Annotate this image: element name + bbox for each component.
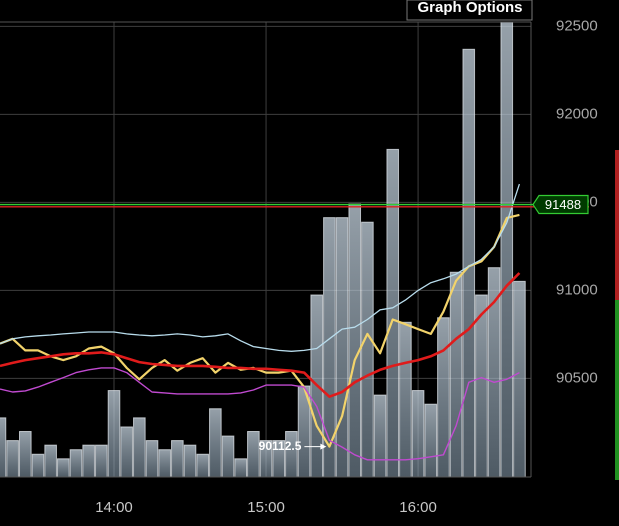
- volume-bar: [424, 403, 438, 477]
- price-line: [0, 272, 521, 398]
- volume-bar: [209, 408, 222, 477]
- volume-bar: [82, 444, 95, 477]
- volume-bar: [487, 267, 501, 477]
- side-strip: [615, 150, 619, 300]
- price-line: [0, 213, 520, 448]
- graph-options-label[interactable]: Graph Options: [418, 0, 523, 16]
- overlay: 905009100091500920009250014:0015:0016:00…: [0, 17, 598, 516]
- volume-bar: [399, 321, 412, 477]
- volume-bar: [361, 221, 374, 477]
- volume-bar: [323, 217, 336, 477]
- volume-bar: [335, 217, 349, 477]
- plot-area: [0, 22, 526, 477]
- volume-bar: [449, 271, 463, 477]
- annotation-arrowhead: [320, 443, 327, 450]
- volume-bar: [6, 440, 19, 477]
- y-tick-label: 90500: [556, 369, 598, 386]
- volume-bar: [0, 417, 7, 477]
- volume-bar: [44, 444, 57, 477]
- volume-bar: [513, 280, 526, 477]
- volume-bar: [259, 440, 273, 477]
- x-tick-label: 16:00: [399, 499, 437, 516]
- volume-bar: [133, 417, 146, 477]
- x-tick-label: 15:00: [247, 499, 285, 516]
- volume-bar: [373, 394, 387, 477]
- volume-bar: [247, 431, 260, 477]
- volume-bar: [107, 390, 121, 477]
- volume-bar: [221, 435, 235, 477]
- y-tick-label: 91000: [556, 281, 598, 298]
- last-price-tag: [532, 194, 589, 215]
- volume-bar: [386, 148, 400, 477]
- x-tick-label: 14:00: [95, 499, 133, 516]
- volume-bar: [57, 458, 70, 477]
- volume-bar: [196, 453, 209, 477]
- last-price-label: 91488: [545, 197, 581, 212]
- volume-bar: [285, 431, 298, 477]
- y-tick-label: 92500: [556, 17, 598, 34]
- volume-bar: [348, 203, 362, 477]
- volume-bar: [69, 449, 83, 477]
- volume-bar: [183, 444, 197, 477]
- volume-bar: [475, 294, 488, 477]
- volume-bar: [145, 440, 159, 477]
- volume-bar: [437, 317, 450, 477]
- side-strip: [615, 300, 619, 480]
- volume-bar: [272, 440, 286, 477]
- price-line: [0, 183, 521, 352]
- volume-bar: [31, 453, 45, 477]
- volume-bar: [171, 440, 184, 477]
- volume-bar: [411, 390, 425, 477]
- volume-bar: [462, 48, 476, 477]
- volume-bar: [158, 449, 171, 477]
- volume-bar: [500, 22, 514, 477]
- y-tick-label: 92000: [556, 105, 598, 122]
- volume-bar: [95, 444, 108, 477]
- graph-options-button[interactable]: [406, 0, 533, 21]
- volume-bar: [19, 431, 32, 477]
- low-annotation: 90112.5: [259, 439, 302, 453]
- grid: [0, 22, 531, 477]
- volume-bar: [234, 458, 247, 477]
- volume-bar: [120, 426, 133, 477]
- price-line: [0, 367, 520, 461]
